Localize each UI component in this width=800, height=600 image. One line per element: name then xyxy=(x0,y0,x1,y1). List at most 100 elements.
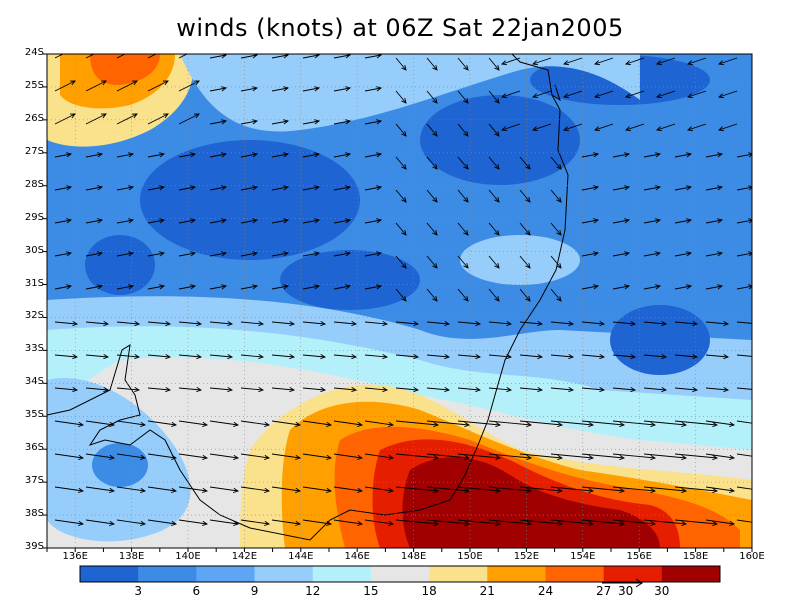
wind-vector xyxy=(333,387,358,393)
longitude-label: 136E xyxy=(62,551,88,562)
wind-vector xyxy=(426,288,438,302)
wind-vector xyxy=(550,321,575,327)
wind-vector xyxy=(395,90,407,104)
wind-vector xyxy=(705,387,730,393)
wind-vector xyxy=(519,453,564,461)
wind-vector xyxy=(116,453,147,460)
wind-vector xyxy=(426,189,438,203)
wind-vector xyxy=(718,90,738,99)
longitude-label: 150E xyxy=(457,551,483,562)
latitude-label: 38S xyxy=(24,508,44,520)
wind-vector xyxy=(116,113,138,125)
latitude-label: 34S xyxy=(24,376,44,388)
wind-vector xyxy=(705,321,730,327)
wind-vector xyxy=(519,222,531,236)
wind-vector xyxy=(271,420,302,427)
wind-vector xyxy=(271,453,302,460)
wind-vector xyxy=(563,57,583,66)
colorbar-label: 12 xyxy=(305,584,321,598)
wind-vector xyxy=(532,57,552,66)
wind-vector xyxy=(488,420,533,428)
wind-vector xyxy=(718,123,738,132)
wind-contour-3-a xyxy=(140,140,360,260)
wind-vector xyxy=(519,354,544,360)
wind-vector xyxy=(147,486,178,493)
wind-vector xyxy=(271,86,290,92)
wind-vector xyxy=(302,321,327,327)
wind-vector xyxy=(364,486,395,493)
wind-vector xyxy=(302,218,321,224)
wind-vector xyxy=(426,519,471,527)
wind-contour-3-b xyxy=(420,95,580,185)
wind-vector xyxy=(271,284,290,290)
wind-vector xyxy=(643,321,668,327)
wind-vector xyxy=(612,354,637,360)
wind-vector xyxy=(85,54,96,59)
wind-vector xyxy=(594,90,614,99)
wind-vector xyxy=(240,519,271,526)
wind-vector xyxy=(240,420,271,427)
latitude-label: 25S xyxy=(24,79,44,91)
wind-vector xyxy=(333,453,364,460)
wind-vector xyxy=(178,54,189,59)
wind-vector xyxy=(457,288,469,302)
wind-vector xyxy=(581,152,600,158)
wind-vector xyxy=(85,284,104,290)
wind-vector xyxy=(488,189,500,203)
colorbar-swatch xyxy=(603,566,663,582)
wind-vector xyxy=(85,218,104,224)
colorbar-label: 18 xyxy=(421,584,437,598)
wind-vector xyxy=(426,354,451,360)
longitude-label: 158E xyxy=(682,551,709,562)
wind-vector xyxy=(271,519,302,526)
latitude-label: 39S xyxy=(24,541,44,552)
wind-vector xyxy=(736,387,752,390)
wind-vector xyxy=(426,57,438,71)
wind-vector xyxy=(457,189,469,203)
wind-vector xyxy=(302,387,327,393)
wind-vector xyxy=(364,453,395,460)
wind-vector xyxy=(209,519,240,526)
colorbar-swatch xyxy=(312,566,372,582)
wind-vector xyxy=(364,86,383,92)
wind-vector xyxy=(457,321,482,327)
wind-vector xyxy=(519,288,531,302)
wind-vector xyxy=(612,387,637,393)
wind-vector xyxy=(488,288,500,302)
wind-vector xyxy=(426,486,471,494)
wind-vector xyxy=(395,123,407,137)
wind-contour-3-d xyxy=(610,305,710,375)
wind-vector xyxy=(209,420,240,427)
wind-vector xyxy=(178,113,200,125)
wind-vector xyxy=(54,113,76,125)
wind-vector xyxy=(612,453,657,461)
wind-vector xyxy=(54,420,85,427)
wind-vector xyxy=(705,185,724,191)
wind-vector xyxy=(426,321,451,327)
wind-vector xyxy=(302,251,321,257)
wind-vector xyxy=(426,156,438,170)
wind-vector xyxy=(457,387,482,393)
wind-vector xyxy=(333,152,352,158)
wind-vector xyxy=(581,251,600,257)
colorbar-swatch xyxy=(254,566,314,582)
wind-vector xyxy=(271,387,296,393)
wind-vector xyxy=(147,321,172,327)
map-grid xyxy=(47,54,752,548)
wind-vector xyxy=(501,90,521,99)
wind-vector xyxy=(488,90,500,104)
wind-vector xyxy=(333,185,352,191)
wind-vector xyxy=(581,354,606,360)
wind-vector xyxy=(209,251,228,257)
wind-vector xyxy=(147,185,166,191)
wind-vector xyxy=(333,321,358,327)
map-title: winds (knots) at 06Z Sat 22jan2005 xyxy=(176,14,624,42)
reference-vector-label: 30 xyxy=(618,584,634,598)
wind-vector xyxy=(581,185,600,191)
wind-vector xyxy=(116,152,135,158)
wind-vector xyxy=(488,354,513,360)
wind-vector xyxy=(271,321,296,327)
wind-vector xyxy=(333,284,352,290)
wind-vector xyxy=(656,123,676,132)
wind-vector xyxy=(563,90,583,99)
